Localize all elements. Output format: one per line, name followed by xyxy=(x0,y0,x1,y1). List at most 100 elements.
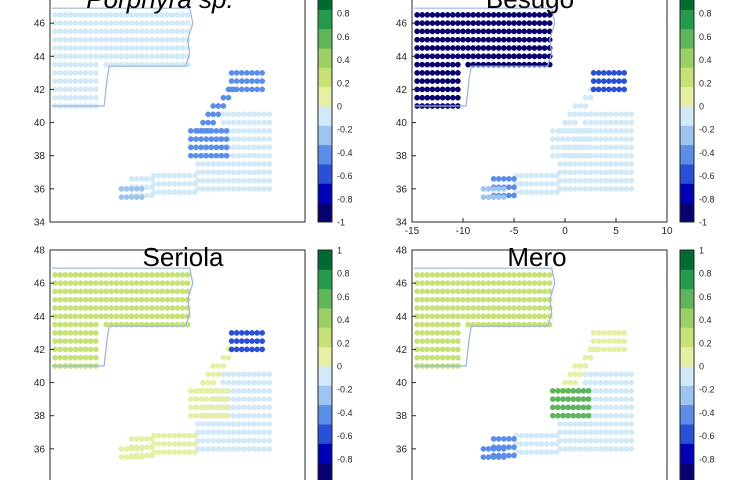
colorbar-segment xyxy=(680,202,694,223)
data-point xyxy=(256,186,262,192)
data-point xyxy=(82,296,89,303)
data-point xyxy=(240,421,247,427)
data-point xyxy=(67,45,74,51)
data-point xyxy=(429,313,436,320)
data-point xyxy=(590,346,597,353)
data-point xyxy=(133,436,140,442)
data-point xyxy=(444,280,451,286)
data-point xyxy=(246,404,252,411)
data-point xyxy=(549,152,556,159)
data-point xyxy=(575,412,582,419)
data-point xyxy=(444,330,451,336)
data-point xyxy=(506,20,512,26)
data-point xyxy=(240,412,247,419)
data-point xyxy=(82,20,89,26)
data-point xyxy=(77,288,84,295)
data-point xyxy=(455,28,461,35)
x-tick-label: 5 xyxy=(613,226,619,237)
data-point xyxy=(62,36,69,43)
data-point xyxy=(518,449,524,456)
colorbar-tick-label: 1 xyxy=(337,246,342,256)
data-point xyxy=(549,388,556,394)
data-point xyxy=(455,288,461,295)
data-point xyxy=(261,128,268,134)
data-point xyxy=(82,36,89,43)
data-point xyxy=(203,128,209,134)
data-point xyxy=(526,53,533,60)
data-point xyxy=(249,330,255,336)
data-point xyxy=(429,288,436,295)
data-point xyxy=(72,86,79,93)
data-point xyxy=(526,272,533,278)
data-point xyxy=(200,186,206,192)
data-point xyxy=(521,313,528,320)
data-point xyxy=(621,330,628,336)
data-point xyxy=(218,152,225,159)
data-point xyxy=(57,94,64,101)
data-point xyxy=(213,136,220,142)
data-point xyxy=(455,78,461,84)
data-point xyxy=(169,305,176,311)
data-point xyxy=(108,280,115,286)
data-point xyxy=(480,186,487,192)
data-point xyxy=(251,144,257,151)
data-point xyxy=(77,338,84,344)
data-point xyxy=(77,70,84,76)
data-point xyxy=(419,288,426,295)
data-point xyxy=(72,288,79,295)
data-point xyxy=(225,354,232,361)
data-point xyxy=(266,186,273,192)
data-point xyxy=(200,161,206,167)
data-point xyxy=(52,354,58,361)
data-point xyxy=(597,388,604,394)
data-point xyxy=(538,189,545,196)
data-point xyxy=(434,20,441,26)
data-point xyxy=(419,94,426,101)
data-point xyxy=(449,288,456,295)
data-point xyxy=(480,280,487,286)
data-point xyxy=(251,177,257,184)
colorbar-segment xyxy=(318,86,332,107)
data-point xyxy=(455,280,461,286)
colorbar-tick-label: 0.2 xyxy=(337,338,350,348)
data-point xyxy=(103,321,109,328)
data-point xyxy=(429,94,436,101)
data-point xyxy=(548,172,555,179)
data-point xyxy=(565,396,571,402)
data-point xyxy=(470,296,477,303)
data-point xyxy=(575,144,582,151)
data-point xyxy=(251,437,257,444)
data-point xyxy=(567,111,573,118)
colorbar-segment xyxy=(680,67,694,88)
data-point xyxy=(144,36,150,43)
data-point xyxy=(181,189,188,196)
data-point xyxy=(521,305,528,311)
data-point xyxy=(439,346,446,353)
y-tick-label: 48 xyxy=(396,246,408,257)
data-point xyxy=(562,429,568,436)
data-point xyxy=(444,354,451,361)
data-point xyxy=(98,280,104,286)
data-point xyxy=(220,103,227,109)
colorbar-segment xyxy=(318,269,332,290)
data-point xyxy=(511,36,517,43)
data-point xyxy=(495,313,502,320)
data-point xyxy=(87,272,94,278)
colorbar-segment xyxy=(318,346,332,367)
colorbar-segment xyxy=(318,202,332,223)
data-point xyxy=(575,128,582,134)
data-point xyxy=(133,53,140,60)
data-point xyxy=(565,404,571,411)
data-point xyxy=(240,404,247,411)
data-point xyxy=(240,186,247,192)
data-point xyxy=(215,421,222,427)
data-point xyxy=(590,338,597,344)
data-point xyxy=(555,404,561,411)
colorbar-segment xyxy=(318,183,332,204)
data-point xyxy=(93,78,99,84)
data-point xyxy=(261,186,268,192)
data-point xyxy=(235,421,242,427)
data-point xyxy=(138,288,145,295)
data-point xyxy=(128,45,135,51)
data-point xyxy=(618,388,624,394)
